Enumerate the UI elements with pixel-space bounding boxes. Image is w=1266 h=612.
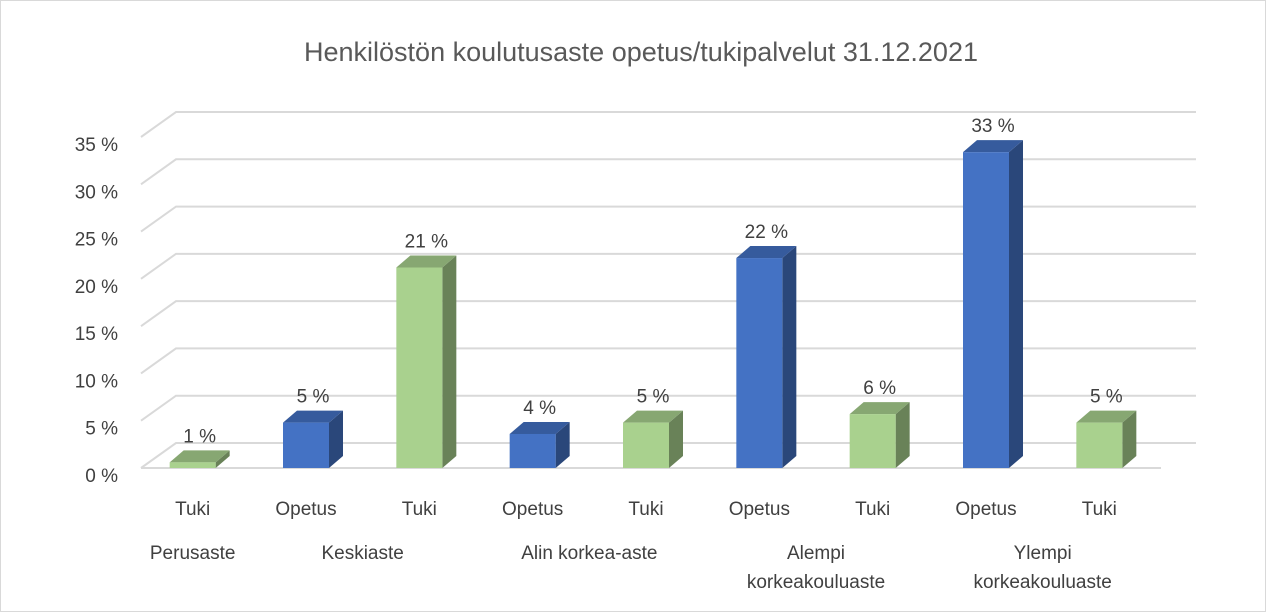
value-label: 21 % bbox=[405, 232, 448, 253]
grid-line bbox=[140, 300, 1196, 327]
x-tick-label: Opetus bbox=[729, 499, 790, 520]
x-tick-label: Tuki bbox=[628, 499, 663, 520]
group-label: Alin korkea-aste bbox=[521, 543, 658, 564]
bar bbox=[963, 152, 1009, 469]
value-label: 4 % bbox=[523, 398, 556, 419]
bar bbox=[736, 258, 783, 468]
x-tick-label: Tuki bbox=[402, 499, 437, 520]
y-tick-label: 15 % bbox=[75, 324, 118, 345]
value-label: 33 % bbox=[971, 116, 1014, 137]
x-tick-label: Opetus bbox=[275, 499, 336, 520]
grid-line bbox=[140, 205, 1196, 233]
bar bbox=[509, 433, 556, 468]
y-tick-label: 0 % bbox=[85, 466, 118, 487]
bar-side bbox=[1122, 410, 1137, 468]
bar-side bbox=[782, 246, 797, 468]
bar-side bbox=[669, 410, 683, 468]
y-tick-label: 5 % bbox=[85, 419, 118, 440]
value-label: 1 % bbox=[183, 426, 216, 447]
group-label: Ylempi korkeakouluaste bbox=[973, 543, 1112, 593]
bar-top bbox=[963, 140, 1023, 153]
y-tick-label: 10 % bbox=[75, 371, 118, 392]
grid-line bbox=[140, 394, 1196, 422]
bar-top bbox=[623, 410, 683, 423]
bar-top bbox=[509, 421, 570, 434]
x-tick-label: Tuki bbox=[1082, 499, 1117, 520]
bar bbox=[396, 267, 443, 468]
bar-side bbox=[895, 402, 910, 468]
bar bbox=[1076, 422, 1123, 468]
bar-top bbox=[169, 450, 230, 463]
grid-line bbox=[140, 158, 1196, 186]
grid-line bbox=[140, 111, 1196, 138]
bar-top bbox=[396, 255, 457, 268]
x-tick-label: Tuki bbox=[175, 499, 210, 520]
bar-top bbox=[1076, 410, 1137, 423]
x-tick-label: Opetus bbox=[502, 499, 563, 520]
bar bbox=[849, 414, 896, 468]
grid-line bbox=[140, 252, 1196, 280]
bar-side bbox=[442, 255, 457, 468]
bar bbox=[283, 422, 329, 468]
bar-side bbox=[329, 410, 343, 468]
grid-line bbox=[140, 347, 1196, 375]
group-label: Keskiaste bbox=[321, 543, 404, 564]
y-tick-label: 35 % bbox=[75, 135, 118, 156]
value-label: 5 % bbox=[1090, 387, 1123, 408]
value-label: 22 % bbox=[745, 222, 788, 243]
y-tick-label: 30 % bbox=[75, 182, 118, 203]
chart-title: Henkilöstön koulutusaste opetus/tukipalv… bbox=[304, 37, 978, 67]
bar-top bbox=[849, 402, 910, 415]
value-label: 6 % bbox=[863, 378, 896, 399]
group-label: Perusaste bbox=[149, 543, 236, 564]
bar bbox=[623, 422, 669, 468]
bar-side bbox=[1009, 140, 1023, 469]
value-label: 5 % bbox=[297, 387, 330, 408]
y-tick-label: 25 % bbox=[75, 230, 118, 251]
group-label: Alempi korkeakouluaste bbox=[746, 543, 886, 593]
bar-side bbox=[215, 450, 230, 468]
x-tick-label: Tuki bbox=[855, 499, 890, 520]
bar-side bbox=[555, 421, 570, 468]
bar-top bbox=[736, 246, 797, 259]
bar bbox=[169, 462, 216, 468]
bar-top bbox=[283, 410, 343, 423]
y-tick-label: 20 % bbox=[75, 277, 118, 298]
x-tick-label: Opetus bbox=[955, 499, 1016, 520]
value-label: 5 % bbox=[637, 387, 670, 408]
